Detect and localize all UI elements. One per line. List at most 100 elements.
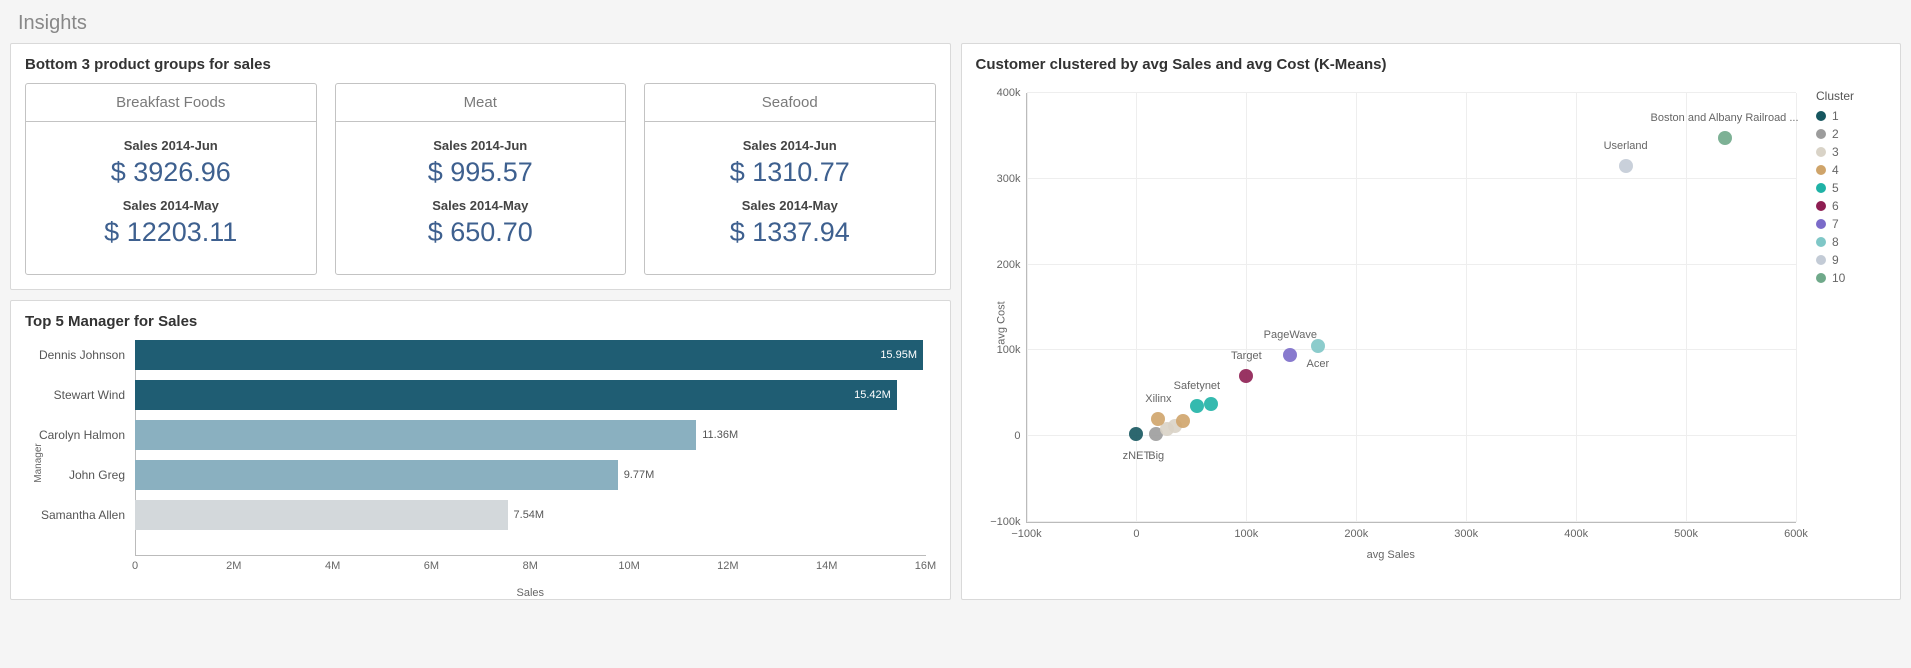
scatter-point-label: PageWave bbox=[1264, 329, 1317, 341]
bar-row[interactable]: Carolyn Halmon11.36M bbox=[135, 420, 926, 450]
x-tick-label: 6M bbox=[424, 560, 439, 572]
scatter-point-label: Big bbox=[1148, 450, 1164, 462]
legend-swatch bbox=[1816, 129, 1826, 139]
period-label: Sales 2014-May bbox=[649, 198, 931, 213]
legend-swatch bbox=[1816, 255, 1826, 265]
x-tick-label: 0 bbox=[1133, 522, 1139, 540]
bar-row[interactable]: Samantha Allen7.54M bbox=[135, 500, 926, 530]
product-group-card[interactable]: Seafood Sales 2014-Jun $ 1310.77 Sales 2014… bbox=[644, 83, 936, 275]
scatter-point[interactable] bbox=[1129, 427, 1143, 441]
bar-rect: 7.54M bbox=[135, 500, 508, 530]
scatter-point[interactable] bbox=[1204, 397, 1218, 411]
x-tick-label: 4M bbox=[325, 560, 340, 572]
legend-label: 5 bbox=[1832, 181, 1839, 195]
scatter-point[interactable] bbox=[1190, 399, 1204, 413]
legend-label: 8 bbox=[1832, 235, 1839, 249]
period-value: $ 995.57 bbox=[340, 157, 622, 188]
period-label: Sales 2014-Jun bbox=[340, 138, 622, 153]
legend-label: 4 bbox=[1832, 163, 1839, 177]
x-tick-label: 2M bbox=[226, 560, 241, 572]
y-tick-label: 300k bbox=[997, 173, 1027, 185]
legend-item[interactable]: 7 bbox=[1816, 217, 1886, 231]
period-value: $ 3926.96 bbox=[30, 157, 312, 188]
legend-item[interactable]: 2 bbox=[1816, 127, 1886, 141]
scatter-point-label: Target bbox=[1231, 350, 1262, 362]
legend-label: 9 bbox=[1832, 253, 1839, 267]
x-tick-label: −100k bbox=[1011, 522, 1041, 540]
panel-kmeans-scatter: Customer clustered by avg Sales and avg … bbox=[961, 43, 1902, 600]
period-value: $ 1310.77 bbox=[649, 157, 931, 188]
legend-item[interactable]: 9 bbox=[1816, 253, 1886, 267]
scatter-point-label: Boston and Albany Railroad ... bbox=[1651, 112, 1799, 124]
bar-rect: 15.42M bbox=[135, 380, 897, 410]
cluster-legend: Cluster 12345678910 bbox=[1806, 83, 1886, 563]
legend-label: 7 bbox=[1832, 217, 1839, 231]
legend-item[interactable]: 4 bbox=[1816, 163, 1886, 177]
scatter-point[interactable] bbox=[1151, 412, 1165, 426]
scatter-point[interactable] bbox=[1311, 339, 1325, 353]
period-value: $ 1337.94 bbox=[649, 217, 931, 248]
bar-category-label: John Greg bbox=[25, 468, 135, 482]
bar-rect: 11.36M bbox=[135, 420, 696, 450]
scatter-point[interactable] bbox=[1619, 159, 1633, 173]
scatter-plot[interactable]: avg Cost −100k0100k200k300k400k−100k0100… bbox=[976, 83, 1807, 563]
card-name: Breakfast Foods bbox=[26, 84, 316, 122]
panel-bottom3-products: Bottom 3 product groups for sales Breakf… bbox=[10, 43, 951, 290]
bar-row[interactable]: Stewart Wind15.42M bbox=[135, 380, 926, 410]
legend-swatch bbox=[1816, 219, 1826, 229]
legend-item[interactable]: 8 bbox=[1816, 235, 1886, 249]
scatter-point-label: Userland bbox=[1604, 140, 1648, 152]
legend-swatch bbox=[1816, 111, 1826, 121]
legend-item[interactable]: 6 bbox=[1816, 199, 1886, 213]
scatter-y-axis-title: avg Cost bbox=[995, 301, 1007, 344]
card-name: Meat bbox=[336, 84, 626, 122]
legend-item[interactable]: 10 bbox=[1816, 271, 1886, 285]
legend-swatch bbox=[1816, 273, 1826, 283]
manager-bar-chart[interactable]: Manager Dennis Johnson15.95MStewart Wind… bbox=[25, 340, 936, 585]
period-label: Sales 2014-Jun bbox=[649, 138, 931, 153]
x-tick-label: 300k bbox=[1454, 522, 1478, 540]
legend-swatch bbox=[1816, 183, 1826, 193]
y-tick-label: 100k bbox=[997, 344, 1027, 356]
bar-value-label: 11.36M bbox=[702, 429, 738, 441]
bar-rect: 15.95M bbox=[135, 340, 923, 370]
scatter-point[interactable] bbox=[1283, 348, 1297, 362]
scatter-x-axis-title: avg Sales bbox=[1367, 549, 1415, 561]
bar-row[interactable]: Dennis Johnson15.95M bbox=[135, 340, 926, 370]
period-label: Sales 2014-May bbox=[30, 198, 312, 213]
legend-label: 10 bbox=[1832, 271, 1845, 285]
legend-label: 1 bbox=[1832, 109, 1839, 123]
panel-title: Bottom 3 product groups for sales bbox=[25, 56, 936, 73]
y-tick-label: 200k bbox=[997, 259, 1027, 271]
legend-item[interactable]: 3 bbox=[1816, 145, 1886, 159]
panel-title: Customer clustered by avg Sales and avg … bbox=[976, 56, 1887, 73]
bar-category-label: Carolyn Halmon bbox=[25, 428, 135, 442]
bar-category-label: Samantha Allen bbox=[25, 508, 135, 522]
scatter-point[interactable] bbox=[1718, 131, 1732, 145]
product-group-card[interactable]: Breakfast Foods Sales 2014-Jun $ 3926.96 Sa… bbox=[25, 83, 317, 275]
legend-item[interactable]: 5 bbox=[1816, 181, 1886, 195]
legend-label: 3 bbox=[1832, 145, 1839, 159]
x-tick-label: 0 bbox=[132, 560, 138, 572]
y-tick-label: 400k bbox=[997, 87, 1027, 99]
x-tick-label: 10M bbox=[618, 560, 639, 572]
legend-swatch bbox=[1816, 147, 1826, 157]
x-tick-label: 8M bbox=[523, 560, 538, 572]
x-tick-label: 200k bbox=[1344, 522, 1368, 540]
card-name: Seafood bbox=[645, 84, 935, 122]
scatter-point-label: Acer bbox=[1306, 358, 1329, 370]
period-value: $ 650.70 bbox=[340, 217, 622, 248]
scatter-point[interactable] bbox=[1176, 414, 1190, 428]
period-label: Sales 2014-Jun bbox=[30, 138, 312, 153]
bar-value-label: 9.77M bbox=[624, 469, 655, 481]
bar-category-label: Stewart Wind bbox=[25, 388, 135, 402]
period-value: $ 12203.11 bbox=[30, 217, 312, 248]
legend-item[interactable]: 1 bbox=[1816, 109, 1886, 123]
x-tick-label: 500k bbox=[1674, 522, 1698, 540]
legend-swatch bbox=[1816, 165, 1826, 175]
product-group-card[interactable]: MeatSales 2014-Jun$ 995.57Sales 2014-May… bbox=[335, 83, 627, 275]
bar-rect: 9.77M bbox=[135, 460, 618, 490]
bar-row[interactable]: John Greg9.77M bbox=[135, 460, 926, 490]
bar-category-label: Dennis Johnson bbox=[25, 348, 135, 362]
scatter-point[interactable] bbox=[1239, 369, 1253, 383]
